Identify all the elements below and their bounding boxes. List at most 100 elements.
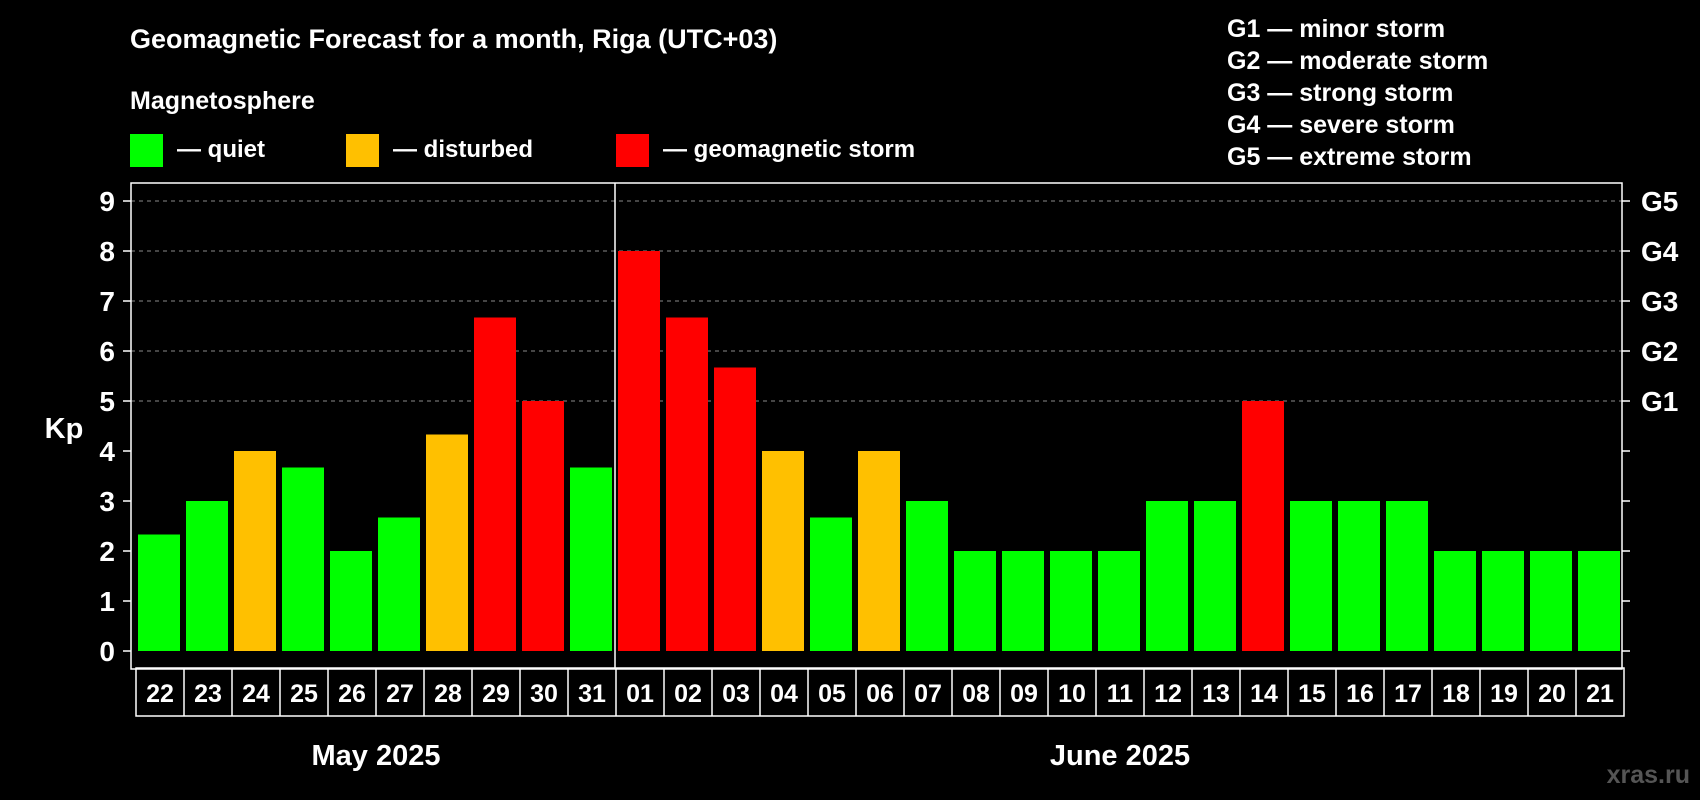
legend-heading: Magnetosphere xyxy=(130,87,315,115)
bar-17-jun xyxy=(1386,501,1428,651)
date-label-18: 18 xyxy=(1442,680,1470,708)
y-tick-label-5: 5 xyxy=(99,386,115,417)
date-label-26: 26 xyxy=(338,680,366,708)
g-scale-label-G3: G3 xyxy=(1641,286,1678,317)
y-tick-label-7: 7 xyxy=(99,286,115,317)
g-scale-label-G5: G5 xyxy=(1641,186,1678,217)
legend-label-quiet: — quiet xyxy=(177,136,265,163)
bar-12-jun xyxy=(1146,501,1188,651)
date-label-16: 16 xyxy=(1346,680,1374,708)
month-labels: May 2025 June 2025 xyxy=(312,740,1191,772)
date-label-24: 24 xyxy=(242,680,270,708)
legend-swatch-quiet xyxy=(130,134,163,167)
y-tick-label-3: 3 xyxy=(99,486,115,517)
bar-01-jun xyxy=(618,251,660,651)
date-label-06: 06 xyxy=(866,680,894,708)
bar-11-jun xyxy=(1098,551,1140,651)
g-scale-label-G2: G2 xyxy=(1641,336,1678,367)
bar-03-jun xyxy=(714,367,756,651)
date-label-22: 22 xyxy=(146,680,174,708)
bar-22-may xyxy=(138,534,180,651)
legend: — quiet — disturbed — geomagnetic storm xyxy=(130,134,915,167)
date-label-11: 11 xyxy=(1107,680,1134,708)
g-scale-label-G4: G4 xyxy=(1641,236,1679,267)
date-label-20: 20 xyxy=(1538,680,1566,708)
date-label-07: 07 xyxy=(914,680,942,708)
bars xyxy=(138,251,1620,651)
date-label-09: 09 xyxy=(1010,680,1038,708)
bar-20-jun xyxy=(1530,551,1572,651)
bar-06-jun xyxy=(858,451,900,651)
storm-scale-g3: G3 — strong storm xyxy=(1227,79,1453,107)
month-label-1: June 2025 xyxy=(1050,740,1190,772)
bar-14-jun xyxy=(1242,401,1284,651)
bar-30-may xyxy=(522,401,564,651)
bar-29-may xyxy=(474,317,516,651)
y-tick-label-1: 1 xyxy=(99,586,115,617)
legend-swatch-storm xyxy=(616,134,649,167)
bar-18-jun xyxy=(1434,551,1476,651)
storm-scale-g2: G2 — moderate storm xyxy=(1227,47,1488,75)
bar-10-jun xyxy=(1050,551,1092,651)
y-axis-label: Kp xyxy=(45,413,84,445)
bar-05-jun xyxy=(810,517,852,651)
bar-25-may xyxy=(282,467,324,651)
chart-title: Geomagnetic Forecast for a month, Riga (… xyxy=(130,24,777,54)
bar-27-may xyxy=(378,517,420,651)
legend-swatch-disturbed xyxy=(346,134,379,167)
date-label-17: 17 xyxy=(1394,680,1422,708)
date-label-14: 14 xyxy=(1250,680,1278,708)
date-label-15: 15 xyxy=(1298,680,1326,708)
bar-19-jun xyxy=(1482,551,1524,651)
bar-09-jun xyxy=(1002,551,1044,651)
y-tick-label-8: 8 xyxy=(99,236,115,267)
bar-28-may xyxy=(426,434,468,651)
bar-24-may xyxy=(234,451,276,651)
legend-label-disturbed: — disturbed xyxy=(393,136,533,163)
date-label-10: 10 xyxy=(1058,680,1086,708)
bar-08-jun xyxy=(954,551,996,651)
date-label-13: 13 xyxy=(1202,680,1230,708)
bar-04-jun xyxy=(762,451,804,651)
y-tick-label-2: 2 xyxy=(99,536,115,567)
y-tick-label-4: 4 xyxy=(99,436,115,467)
bar-16-jun xyxy=(1338,501,1380,651)
date-label-19: 19 xyxy=(1490,680,1518,708)
bar-13-jun xyxy=(1194,501,1236,651)
plot-frame xyxy=(130,182,1623,670)
legend-label-storm: — geomagnetic storm xyxy=(663,136,915,163)
date-label-30: 30 xyxy=(530,680,558,708)
bar-31-may xyxy=(570,467,612,651)
date-label-23: 23 xyxy=(194,680,222,708)
date-label-03: 03 xyxy=(722,680,750,708)
storm-scale-g5: G5 — extreme storm xyxy=(1227,143,1472,171)
storm-scale-legend: G1 — minor storm G2 — moderate storm G3 … xyxy=(1227,15,1488,171)
month-label-0: May 2025 xyxy=(312,740,441,772)
watermark: xras.ru xyxy=(1607,761,1690,789)
date-label-05: 05 xyxy=(818,680,846,708)
date-row-frame xyxy=(135,667,1625,717)
bar-02-jun xyxy=(666,317,708,651)
date-label-08: 08 xyxy=(962,680,990,708)
bar-21-jun xyxy=(1578,551,1620,651)
date-row: 22 23 24 25 26 27 28 29 30 31 01 02 03 04 05 06 07 08 09 10… xyxy=(135,667,1625,717)
storm-scale-g1: G1 — minor storm xyxy=(1227,15,1445,43)
axes: 0 1 2 3 4 5 6 7 8 9 G1 G2 G3 G4 G5 xyxy=(99,183,1679,669)
y-tick-label-0: 0 xyxy=(99,636,115,667)
grid-lines xyxy=(131,200,1622,402)
date-label-25: 25 xyxy=(290,680,318,708)
bar-26-may xyxy=(330,551,372,651)
date-label-21: 21 xyxy=(1586,680,1614,708)
date-label-04: 04 xyxy=(770,680,798,708)
bar-15-jun xyxy=(1290,501,1332,651)
y-tick-label-6: 6 xyxy=(99,336,115,367)
date-label-02: 02 xyxy=(674,680,702,708)
y-tick-label-9: 9 xyxy=(99,186,115,217)
bar-07-jun xyxy=(906,501,948,651)
date-label-27: 27 xyxy=(386,680,414,708)
date-label-31: 31 xyxy=(578,680,606,708)
date-label-01: 01 xyxy=(626,680,654,708)
storm-scale-g4: G4 — severe storm xyxy=(1227,111,1455,139)
date-label-28: 28 xyxy=(434,680,462,708)
